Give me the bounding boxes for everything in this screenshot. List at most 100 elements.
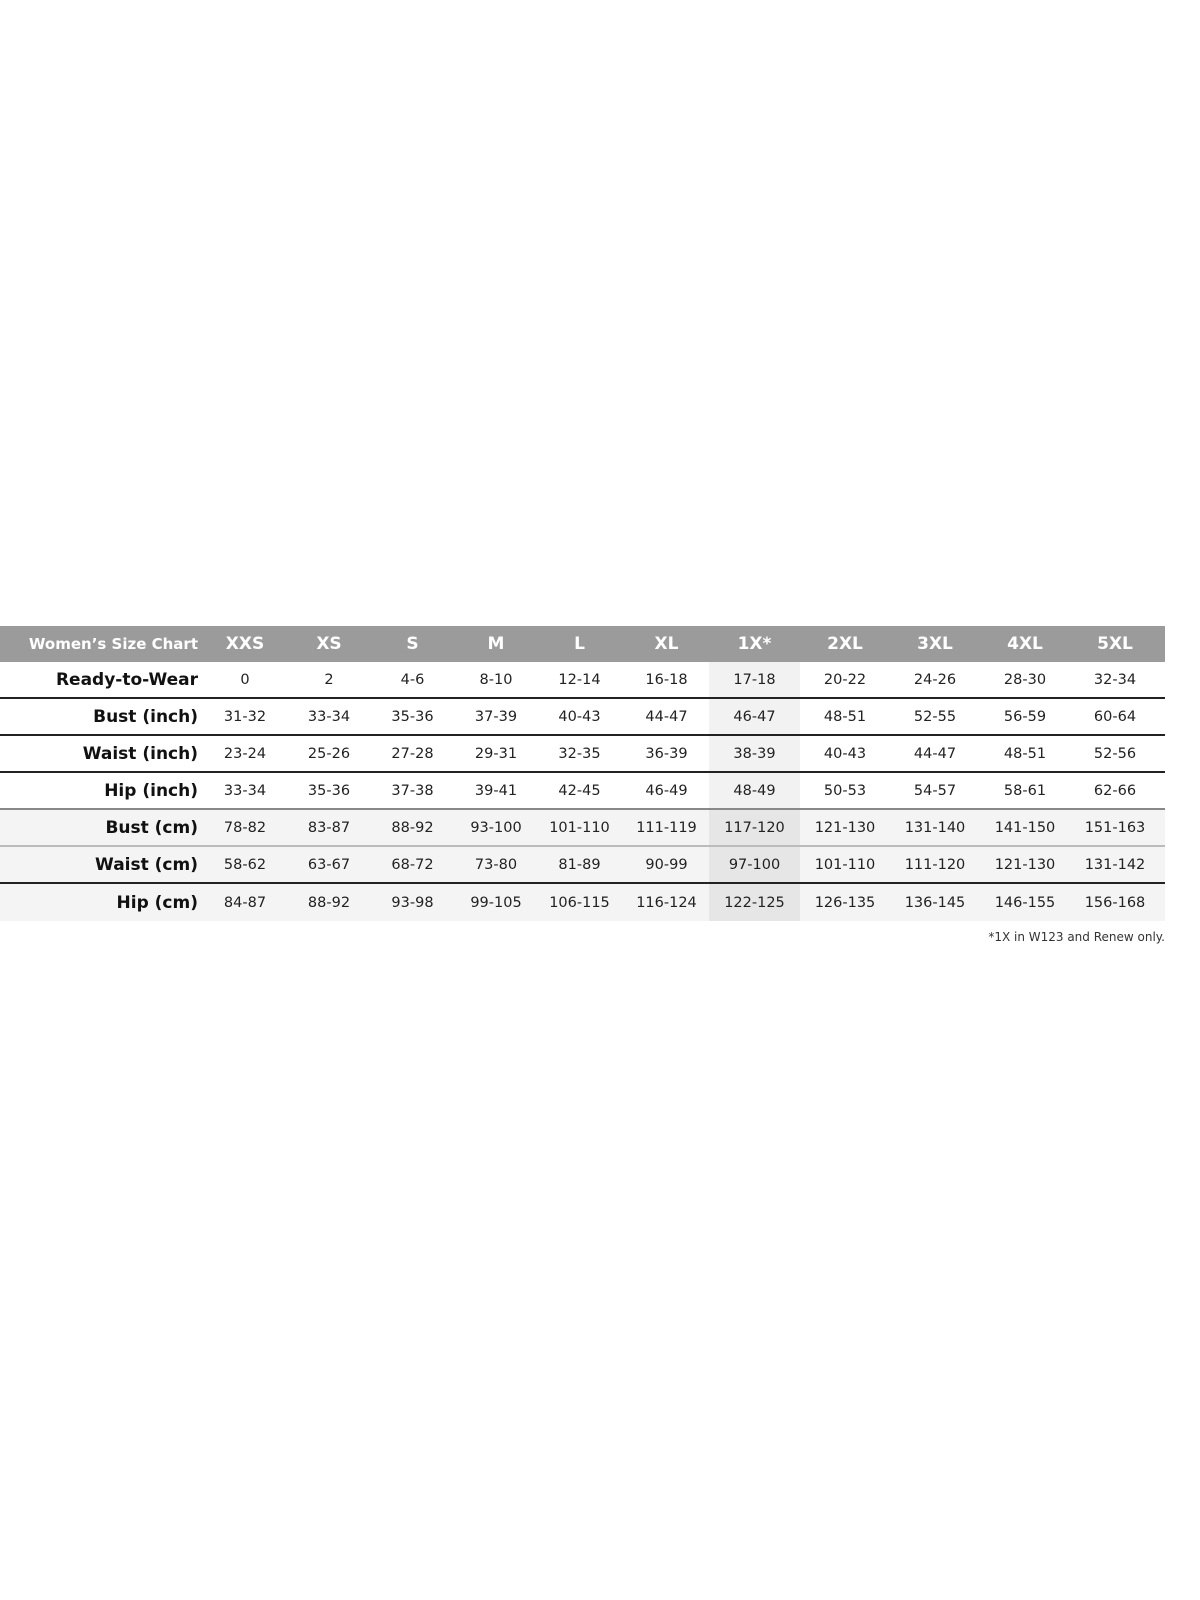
table-row: Hip (cm) 84-87 88-92 93-98 99-105 106-115 116-… bbox=[0, 884, 1165, 921]
table-cell: 40-43 bbox=[558, 708, 601, 725]
size-header-5: XL bbox=[654, 634, 679, 654]
table-cell: 54-57 bbox=[913, 782, 957, 799]
table-cell: 56-59 bbox=[1003, 708, 1047, 725]
row-label: Bust (inch) bbox=[93, 706, 198, 727]
size-header-6: 1X* bbox=[737, 634, 772, 654]
table-cell: 63-67 bbox=[307, 856, 351, 873]
table-cell: 0 bbox=[240, 671, 250, 688]
table-cell: 33-34 bbox=[223, 782, 267, 799]
table-cell: 2 bbox=[324, 671, 334, 688]
table-cell: 46-49 bbox=[645, 782, 688, 799]
table-cell: 121-130 bbox=[814, 819, 876, 836]
table-cell: 97-100 bbox=[709, 847, 800, 882]
table-row: Waist (inch) 23-24 25-26 27-28 29-31 32-35 36-… bbox=[0, 736, 1165, 773]
table-cell: 16-18 bbox=[645, 671, 688, 688]
chart-title: Women’s Size Chart bbox=[28, 635, 198, 653]
table-cell: 39-41 bbox=[474, 782, 518, 799]
table-cell: 151-163 bbox=[1084, 819, 1146, 836]
table-cell: 32-35 bbox=[558, 745, 601, 762]
table-cell: 37-39 bbox=[474, 708, 518, 725]
table-cell: 116-124 bbox=[636, 894, 697, 911]
table-cell: 156-168 bbox=[1084, 894, 1146, 911]
table-cell: 68-72 bbox=[391, 856, 434, 873]
table-cell: 88-92 bbox=[391, 819, 434, 836]
header-row: Women’s Size Chart XXS XS S M L XL 1X* 2XL 3XL 4X… bbox=[0, 626, 1165, 662]
size-header-3: M bbox=[487, 634, 505, 654]
table-cell: 131-142 bbox=[1084, 856, 1146, 873]
size-header-7: 2XL bbox=[827, 634, 863, 654]
table-cell: 111-119 bbox=[636, 819, 697, 836]
table-cell: 23-24 bbox=[223, 745, 267, 762]
size-header-2: S bbox=[406, 634, 419, 654]
size-header-1: XS bbox=[316, 634, 342, 654]
table-cell: 38-39 bbox=[709, 736, 800, 771]
table-cell: 24-26 bbox=[913, 671, 957, 688]
table-cell: 88-92 bbox=[307, 894, 351, 911]
table-cell: 78-82 bbox=[223, 819, 267, 836]
table-row: Ready-to-Wear 0 2 4-6 8-10 12-14 16-18 17-18 20-… bbox=[0, 662, 1165, 699]
table-cell: 40-43 bbox=[823, 745, 867, 762]
table-cell: 111-120 bbox=[904, 856, 966, 873]
table-cell: 28-30 bbox=[1003, 671, 1047, 688]
size-header-9: 4XL bbox=[1007, 634, 1043, 654]
table-cell: 117-120 bbox=[709, 810, 800, 845]
table-cell: 83-87 bbox=[307, 819, 351, 836]
table-cell: 4-6 bbox=[400, 671, 425, 688]
size-header-0: XXS bbox=[225, 634, 265, 654]
table-cell: 36-39 bbox=[645, 745, 688, 762]
table-cell: 8-10 bbox=[479, 671, 513, 688]
footnote: *1X in W123 and Renew only. bbox=[988, 930, 1165, 944]
table-cell: 32-34 bbox=[1093, 671, 1137, 688]
table-cell: 44-47 bbox=[645, 708, 688, 725]
table-cell: 20-22 bbox=[823, 671, 867, 688]
size-chart-table: Women’s Size Chart XXS XS S M L XL 1X* 2XL 3XL 4X… bbox=[0, 626, 1165, 921]
table-cell: 136-145 bbox=[904, 894, 966, 911]
table-cell: 48-51 bbox=[823, 708, 867, 725]
table-cell: 121-130 bbox=[994, 856, 1056, 873]
table-cell: 93-98 bbox=[391, 894, 434, 911]
table-cell: 52-55 bbox=[913, 708, 957, 725]
table-cell: 35-36 bbox=[391, 708, 434, 725]
table-cell: 31-32 bbox=[223, 708, 267, 725]
row-label: Waist (inch) bbox=[82, 743, 198, 764]
table-row: Bust (inch) 31-32 33-34 35-36 37-39 40-43 44-4… bbox=[0, 699, 1165, 736]
table-cell: 44-47 bbox=[913, 745, 957, 762]
table-cell: 73-80 bbox=[474, 856, 518, 873]
table-cell: 33-34 bbox=[307, 708, 351, 725]
table-cell: 62-66 bbox=[1093, 782, 1137, 799]
row-label: Ready-to-Wear bbox=[55, 669, 198, 690]
table-cell: 58-62 bbox=[223, 856, 267, 873]
table-cell: 25-26 bbox=[307, 745, 351, 762]
table-cell: 52-56 bbox=[1093, 745, 1137, 762]
table-cell: 93-100 bbox=[470, 819, 522, 836]
table-cell: 90-99 bbox=[645, 856, 688, 873]
row-label: Hip (cm) bbox=[116, 892, 198, 913]
table-cell: 99-105 bbox=[470, 894, 522, 911]
table-cell: 48-51 bbox=[1003, 745, 1047, 762]
table-cell: 37-38 bbox=[391, 782, 434, 799]
table-cell: 17-18 bbox=[709, 662, 800, 697]
size-header-4: L bbox=[574, 634, 585, 654]
table-cell: 50-53 bbox=[823, 782, 867, 799]
table-row: Hip (inch) 33-34 35-36 37-38 39-41 42-45 46-49… bbox=[0, 773, 1165, 810]
table-cell: 35-36 bbox=[307, 782, 351, 799]
table-cell: 58-61 bbox=[1003, 782, 1047, 799]
size-header-8: 3XL bbox=[917, 634, 953, 654]
table-cell: 126-135 bbox=[814, 894, 876, 911]
table-cell: 27-28 bbox=[391, 745, 434, 762]
row-label: Bust (cm) bbox=[105, 817, 198, 838]
table-cell: 84-87 bbox=[223, 894, 267, 911]
table-cell: 46-47 bbox=[709, 699, 800, 734]
table-cell: 146-155 bbox=[994, 894, 1056, 911]
table-cell: 122-125 bbox=[709, 884, 800, 921]
table-cell: 101-110 bbox=[549, 819, 610, 836]
table-row: Bust (cm) 78-82 83-87 88-92 93-100 101-110 111… bbox=[0, 810, 1165, 847]
table-cell: 60-64 bbox=[1093, 708, 1137, 725]
table-cell: 101-110 bbox=[814, 856, 876, 873]
row-label: Hip (inch) bbox=[104, 780, 198, 801]
table-cell: 81-89 bbox=[558, 856, 601, 873]
table-cell: 131-140 bbox=[904, 819, 966, 836]
table-cell: 29-31 bbox=[474, 745, 518, 762]
table-cell: 48-49 bbox=[709, 773, 800, 808]
table-cell: 106-115 bbox=[549, 894, 610, 911]
